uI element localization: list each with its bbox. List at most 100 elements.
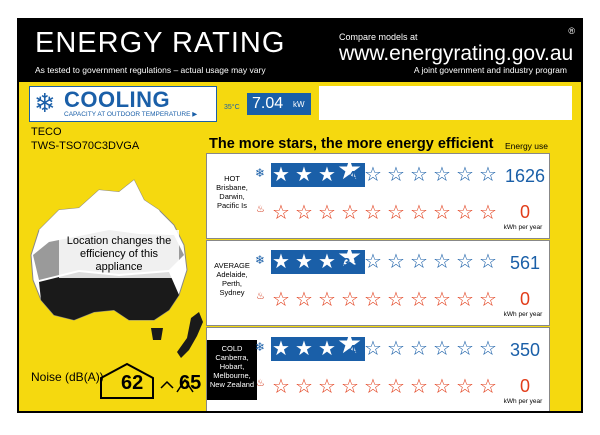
- star-icon: ★: [318, 164, 336, 186]
- star-icon: ☆: [272, 202, 290, 224]
- star-icon: ★: [295, 251, 313, 273]
- cooling-energy: 1626: [504, 166, 546, 186]
- tagline: The more stars, the more energy efficien…: [209, 136, 494, 152]
- star-icon: ☆: [387, 164, 405, 186]
- capacity-unit: kW: [293, 100, 305, 109]
- website-url: www.energyrating.gov.au: [339, 42, 574, 65]
- star-icon: ☆: [318, 376, 336, 398]
- star-icon: ☆: [456, 338, 474, 360]
- star-icon: ☆: [318, 202, 336, 224]
- cooling-row: ❄ ★ ★ ★ ★ 4 ☆ ☆ ☆ ☆ ☆ ☆: [255, 154, 501, 190]
- energy-use-header: Energy use: [505, 141, 548, 151]
- energy-unit: kWh per year: [503, 398, 543, 405]
- zone-label: COLD Canberra, Hobart, Melbourne, New Ze…: [207, 340, 257, 400]
- star-rating-value: 4: [348, 342, 356, 357]
- star-fill-bar: [271, 250, 365, 274]
- heating-stars: ☆ ☆ ☆ ☆ ☆ ☆ ☆ ☆ ☆ ☆: [271, 198, 501, 228]
- star-icon: ☆: [410, 164, 428, 186]
- heat-icon: ♨: [256, 291, 265, 302]
- cooling-stars: ★ ★ ★ ★ 4 ☆ ☆ ☆ ☆ ☆ ☆: [271, 330, 501, 364]
- noise-indoor: 62: [121, 372, 144, 394]
- star-icon: ★: [295, 338, 313, 360]
- star-icon: ☆: [433, 202, 451, 224]
- capacity-value: 7.04: [252, 95, 284, 112]
- heating-row: ♨ ☆ ☆ ☆ ☆ ☆ ☆ ☆ ☆ ☆ ☆: [255, 372, 501, 402]
- location-note: Location changes the efficiency of this …: [59, 230, 179, 278]
- snowflake-icon: ❄: [255, 166, 266, 180]
- heat-icon: ♨: [256, 378, 265, 389]
- snowflake-icon: ❄: [34, 88, 56, 118]
- cooling-energy: 561: [509, 253, 541, 273]
- star-icon: ☆: [341, 289, 359, 311]
- heating-row: ♨ ☆ ☆ ☆ ☆ ☆ ☆ ☆ ☆ ☆ ☆: [255, 198, 501, 228]
- capacity-box: 7.04 kW: [247, 93, 311, 115]
- star-icon: ☆: [364, 251, 382, 273]
- star-icon: ☆: [341, 376, 359, 398]
- star-icon: ☆: [341, 202, 359, 224]
- star-icon: ☆: [479, 289, 497, 311]
- star-icon: ★: [272, 164, 290, 186]
- zone-name: HOT: [224, 174, 240, 183]
- star-icon: ☆: [295, 376, 313, 398]
- heating-row: ♨ ☆ ☆ ☆ ☆ ☆ ☆ ☆ ☆ ☆ ☆: [255, 285, 501, 315]
- star-icon: ☆: [387, 202, 405, 224]
- heating-energy: 0: [519, 202, 530, 222]
- star-icon: ☆: [456, 251, 474, 273]
- heating-energy: 0: [519, 289, 530, 309]
- star-icon: ☆: [364, 202, 382, 224]
- cooling-energy: 350: [509, 340, 541, 360]
- label-header: ENERGY RATING As tested to government re…: [19, 20, 581, 82]
- star-icon: ☆: [410, 251, 428, 273]
- map-hot-zone: [39, 180, 169, 240]
- mode-caption: CAPACITY AT OUTDOOR TEMPERATURE ▶: [64, 111, 198, 118]
- zone-places: Canberra, Hobart, Melbourne, New Zealand: [209, 353, 255, 389]
- star-icon: ☆: [295, 202, 313, 224]
- zone-name: COLD: [221, 344, 243, 353]
- house-icon: [100, 362, 194, 399]
- star-fill-bar: [271, 337, 365, 361]
- star-icon: ☆: [387, 338, 405, 360]
- star-icon: ★: [318, 251, 336, 273]
- snowflake-icon: ❄: [255, 253, 266, 267]
- cooling-row: ❄ ★ ★ ★ ★ 3.5 ☆ ☆ ☆ ☆ ☆ ☆: [255, 241, 501, 277]
- star-icon: ☆: [456, 164, 474, 186]
- star-icon: ☆: [456, 376, 474, 398]
- star-icon: ☆: [272, 289, 290, 311]
- star-icon: ★: [337, 241, 363, 272]
- cooling-stars: ★ ★ ★ ★ 3.5 ☆ ☆ ☆ ☆ ☆ ☆: [271, 241, 501, 277]
- star-icon: ★: [272, 338, 290, 360]
- star-icon: ☆: [479, 376, 497, 398]
- label-subtitle: As tested to government regulations – ac…: [35, 65, 266, 75]
- star-icon: ☆: [479, 202, 497, 224]
- star-icon: ☆: [364, 164, 382, 186]
- star-icon: ★: [272, 251, 290, 273]
- cooling-stars: ★ ★ ★ ★ 4 ☆ ☆ ☆ ☆ ☆ ☆: [271, 154, 501, 190]
- star-icon: ☆: [410, 289, 428, 311]
- cooling-row: ❄ ★ ★ ★ ★ 4 ☆ ☆ ☆ ☆ ☆ ☆: [255, 330, 501, 364]
- energy-unit: kWh per year: [503, 311, 543, 318]
- star-icon: ☆: [318, 289, 336, 311]
- star-icon: ☆: [387, 251, 405, 273]
- star-icon: ☆: [272, 376, 290, 398]
- map-cold-zone: [39, 272, 179, 320]
- star-icon: ☆: [410, 376, 428, 398]
- heating-stars: ☆ ☆ ☆ ☆ ☆ ☆ ☆ ☆ ☆ ☆: [271, 372, 501, 402]
- star-icon: ☆: [410, 202, 428, 224]
- star-icon: ☆: [410, 338, 428, 360]
- star-icon: ★: [337, 154, 363, 185]
- snowflake-icon: ❄: [255, 340, 266, 354]
- star-icon: ★: [318, 338, 336, 360]
- model-number: TWS-TSO70C3DVGA: [31, 140, 140, 152]
- energy-unit: kWh per year: [503, 224, 543, 231]
- star-rating-value: 3.5: [342, 255, 362, 270]
- star-icon: ☆: [433, 338, 451, 360]
- star-icon: ☆: [364, 376, 382, 398]
- star-icon: ☆: [456, 289, 474, 311]
- mode-label: COOLING: [64, 87, 171, 112]
- star-icon: ☆: [364, 289, 382, 311]
- zone-places: Brisbane, Darwin, Pacific Is: [216, 183, 248, 210]
- registered-mark: ®: [568, 26, 575, 36]
- star-icon: ☆: [433, 164, 451, 186]
- star-icon: ☆: [364, 338, 382, 360]
- compare-text: Compare models at: [339, 32, 418, 42]
